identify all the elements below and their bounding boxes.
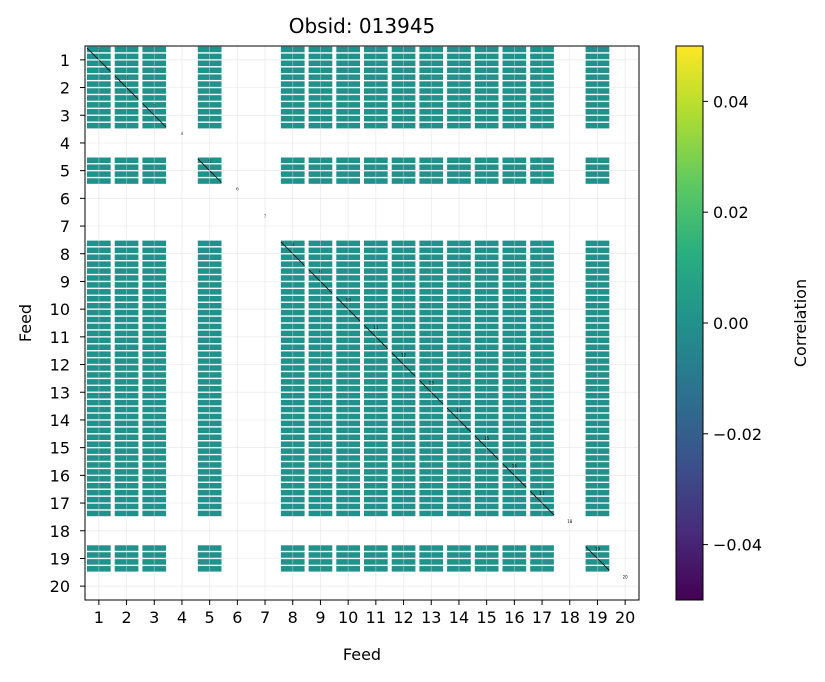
x-tick-label: 6 — [232, 608, 242, 627]
y-tick-label: 17 — [50, 494, 70, 513]
plot-frame — [84, 45, 640, 601]
y-tick-label: 4 — [60, 134, 70, 153]
x-tick-label: 11 — [366, 608, 386, 627]
y-tick-label: 9 — [60, 272, 70, 291]
colorbar-tick-label: −0.04 — [713, 536, 762, 555]
x-tick-label: 8 — [288, 608, 298, 627]
y-tick-label: 3 — [60, 106, 70, 125]
colorbar-ticks: 0.04 0.02 0.00 −0.02 −0.04 — [703, 92, 762, 555]
y-tick-label: 13 — [50, 383, 70, 402]
y-tick-label: 1 — [60, 51, 70, 70]
y-tick-label: 10 — [50, 300, 70, 319]
x-tick-label: 7 — [260, 608, 270, 627]
x-tick-label: 15 — [476, 608, 496, 627]
colorbar-tick-label: 0.00 — [713, 314, 749, 333]
y-tick-label: 12 — [50, 356, 70, 375]
x-tick-label: 5 — [205, 608, 215, 627]
y-axis-label: Feed — [16, 304, 35, 342]
colorbar-tick-label: −0.02 — [713, 425, 762, 444]
y-tick-label: 11 — [50, 328, 70, 347]
colorbar — [675, 45, 704, 601]
y-tick-label: 14 — [50, 411, 70, 430]
y-tick-label: 5 — [60, 162, 70, 181]
x-tick-label: 13 — [421, 608, 441, 627]
x-tick-label: 19 — [587, 608, 607, 627]
x-tick-label: 17 — [532, 608, 552, 627]
x-tick-label: 4 — [177, 608, 187, 627]
x-tick-label: 12 — [393, 608, 413, 627]
chart-title: Obsid: 013945 — [289, 14, 436, 38]
colorbar-label: Correlation — [791, 279, 810, 367]
x-tick-label: 2 — [121, 608, 131, 627]
x-axis-label: Feed — [343, 645, 381, 664]
colorbar-tick-label: 0.02 — [713, 203, 749, 222]
x-axis-ticks: 1 2 3 4 5 6 7 8 9 10 11 12 13 14 15 16 17 18 19 20 — [94, 600, 635, 627]
x-tick-label: 3 — [149, 608, 159, 627]
x-tick-label: 1 — [94, 608, 104, 627]
y-tick-label: 7 — [60, 217, 70, 236]
y-tick-label: 15 — [50, 439, 70, 458]
y-tick-label: 8 — [60, 245, 70, 264]
x-tick-label: 20 — [615, 608, 635, 627]
y-tick-label: 20 — [50, 577, 70, 596]
colorbar-tick-label: 0.04 — [713, 92, 749, 111]
y-tick-label: 6 — [60, 189, 70, 208]
x-tick-label: 9 — [315, 608, 325, 627]
x-tick-label: 14 — [449, 608, 469, 627]
y-tick-label: 18 — [50, 522, 70, 541]
x-tick-label: 18 — [560, 608, 580, 627]
y-tick-label: 2 — [60, 79, 70, 98]
x-tick-label: 10 — [338, 608, 358, 627]
x-tick-label: 16 — [504, 608, 524, 627]
y-tick-label: 19 — [50, 549, 70, 568]
grid-lines — [85, 46, 639, 600]
y-tick-label: 16 — [50, 466, 70, 485]
